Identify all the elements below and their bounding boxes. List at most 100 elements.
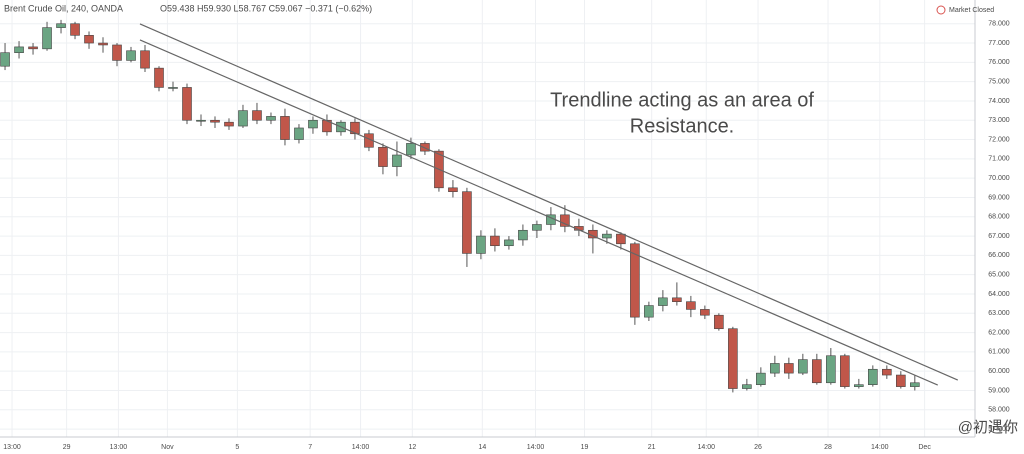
candle-body xyxy=(168,87,178,89)
y-tick-label: 59.000 xyxy=(988,387,1010,394)
candle-body xyxy=(644,305,654,318)
x-tick-label: 21 xyxy=(648,444,656,451)
trendline xyxy=(139,39,939,386)
candle-body xyxy=(770,363,780,374)
candle-body xyxy=(42,27,52,50)
status-icon xyxy=(936,5,946,15)
y-tick-label: 73.000 xyxy=(988,117,1010,124)
candle-body xyxy=(70,23,80,36)
x-tick-label: 26 xyxy=(754,444,762,451)
candle-body xyxy=(896,374,906,387)
y-tick-label: 78.000 xyxy=(988,21,1010,28)
y-tick-label: 61.000 xyxy=(988,349,1010,356)
candle-body xyxy=(784,363,794,374)
y-tick-label: 67.000 xyxy=(988,233,1010,240)
x-tick-label: 7 xyxy=(308,444,312,451)
axes: 57.000 58.000 59.000 60.000 61.000 62.000 63.0… xyxy=(3,21,1010,451)
y-tick-label: 69.000 xyxy=(988,194,1010,201)
candle-body xyxy=(630,243,640,318)
y-tick-label: 64.000 xyxy=(988,291,1010,298)
candle-body xyxy=(0,52,10,67)
plot xyxy=(0,19,959,393)
x-tick-label: 14:00 xyxy=(871,444,889,451)
candle-body xyxy=(728,328,738,389)
y-tick-label: 76.000 xyxy=(988,59,1010,66)
candle-body xyxy=(714,314,724,330)
y-tick-label: 77.000 xyxy=(988,40,1010,47)
y-tick-label: 74.000 xyxy=(988,98,1010,105)
candle-body xyxy=(798,359,808,374)
x-tick-label: 14:00 xyxy=(352,444,370,451)
candle-body xyxy=(126,50,136,61)
y-tick-label: 70.000 xyxy=(988,175,1010,182)
x-tick-label: 29 xyxy=(63,444,71,451)
candle-body xyxy=(294,127,304,140)
candle-body xyxy=(812,359,822,384)
candle-body xyxy=(840,355,850,387)
candle-body xyxy=(490,235,500,247)
candle-body xyxy=(518,229,528,241)
candle-body xyxy=(350,121,360,135)
ohlc-readout: O59.438 H59.930 L58.767 C59.067 −0.371 (… xyxy=(160,3,372,13)
x-tick-label: 14:00 xyxy=(527,444,545,451)
candle-body xyxy=(378,146,388,167)
candle-body xyxy=(252,110,262,121)
candle-body xyxy=(742,384,752,389)
candle-body xyxy=(238,110,248,127)
candle-body xyxy=(672,297,682,302)
y-tick-label: 62.000 xyxy=(988,329,1010,336)
candle-body xyxy=(392,154,402,167)
candle-body xyxy=(224,121,234,127)
candle-body xyxy=(868,368,878,385)
y-tick-label: 68.000 xyxy=(988,214,1010,221)
watermark: @初遇你 xyxy=(958,419,1018,436)
candle-body xyxy=(462,191,472,254)
x-tick-label: Dec xyxy=(918,444,931,451)
market-status: Market Closed xyxy=(949,7,994,14)
candle-body xyxy=(84,35,94,44)
x-tick-label: 14:00 xyxy=(698,444,716,451)
chart-title: Brent Crude Oil, 240, OANDA xyxy=(4,3,123,13)
candle-body xyxy=(756,372,766,385)
x-axis-panel xyxy=(0,437,975,454)
y-tick-label: 63.000 xyxy=(988,310,1010,317)
x-tick-label: 13:00 xyxy=(3,444,21,451)
y-tick-label: 75.000 xyxy=(988,78,1010,85)
y-tick-label: 60.000 xyxy=(988,368,1010,375)
y-tick-label: 71.000 xyxy=(988,156,1010,163)
x-tick-label: 5 xyxy=(235,444,239,451)
candle-body xyxy=(700,309,710,316)
annotation: Trendline acting as an area of xyxy=(550,89,814,111)
candle-body xyxy=(112,44,122,61)
candle-body xyxy=(854,384,864,387)
candle-body xyxy=(28,46,38,50)
x-tick-label: 28 xyxy=(824,444,832,451)
x-tick-label: 19 xyxy=(581,444,589,451)
candle-body xyxy=(182,87,192,121)
x-tick-label: 14 xyxy=(478,444,486,451)
x-tick-label: 12 xyxy=(408,444,416,451)
grid xyxy=(0,0,975,437)
candle-body xyxy=(616,233,626,245)
candle-body xyxy=(56,23,66,28)
y-tick-label: 57.000 xyxy=(988,426,1010,433)
candle-body xyxy=(476,235,486,254)
y-tick-label: 66.000 xyxy=(988,252,1010,259)
candle-body xyxy=(602,233,612,239)
candle-body xyxy=(266,116,276,121)
candle-body xyxy=(560,214,570,227)
candle-body xyxy=(210,119,220,123)
candle-body xyxy=(448,187,458,192)
candle-body xyxy=(14,46,24,53)
candle-body xyxy=(154,67,164,88)
y-axis-panel xyxy=(975,0,1024,454)
candle-body xyxy=(686,301,696,310)
trendline xyxy=(139,23,959,381)
candle-body xyxy=(140,50,150,69)
y-tick-label: 58.000 xyxy=(988,407,1010,414)
candle-body xyxy=(420,143,430,152)
x-tick-label: 13:00 xyxy=(110,444,128,451)
candle-body xyxy=(406,143,416,156)
candle-body xyxy=(98,42,108,46)
